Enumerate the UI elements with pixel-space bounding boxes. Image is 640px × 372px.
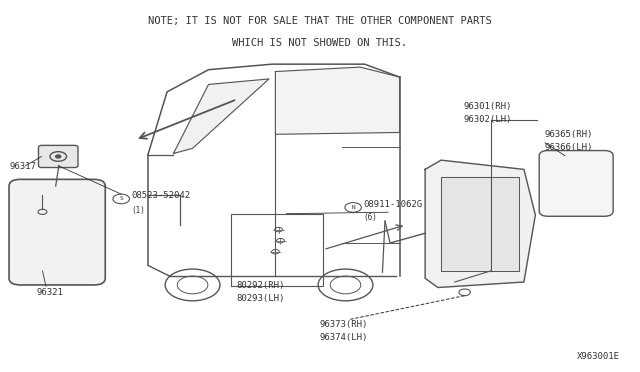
Text: 80293(LH): 80293(LH) xyxy=(236,294,284,303)
Bar xyxy=(231,214,323,286)
Polygon shape xyxy=(425,160,536,288)
FancyBboxPatch shape xyxy=(38,145,78,167)
Text: 96373(RH): 96373(RH) xyxy=(320,320,369,328)
Text: 96317: 96317 xyxy=(9,162,36,171)
Polygon shape xyxy=(441,177,519,271)
Text: X963001E: X963001E xyxy=(577,352,620,361)
Text: 96365(RH): 96365(RH) xyxy=(544,130,593,139)
Text: 96302(LH): 96302(LH) xyxy=(463,115,512,124)
Circle shape xyxy=(56,155,61,158)
Text: NOTE; IT IS NOT FOR SALE THAT THE OTHER COMPONENT PARTS: NOTE; IT IS NOT FOR SALE THAT THE OTHER … xyxy=(148,16,492,26)
Text: (6): (6) xyxy=(364,213,377,222)
Text: 96366(LH): 96366(LH) xyxy=(544,143,593,152)
Text: 08523-52042: 08523-52042 xyxy=(131,191,191,200)
Text: S: S xyxy=(119,196,123,201)
Text: N: N xyxy=(351,205,355,210)
FancyBboxPatch shape xyxy=(540,151,613,216)
FancyBboxPatch shape xyxy=(9,179,105,285)
Text: 08911-1062G: 08911-1062G xyxy=(364,200,422,209)
Text: 96301(RH): 96301(RH) xyxy=(463,102,512,111)
Polygon shape xyxy=(173,79,269,154)
Text: 96374(LH): 96374(LH) xyxy=(320,333,369,341)
Text: 96321: 96321 xyxy=(36,288,63,296)
Polygon shape xyxy=(275,67,399,134)
Text: WHICH IS NOT SHOWED ON THIS.: WHICH IS NOT SHOWED ON THIS. xyxy=(232,38,408,48)
Text: 80292(RH): 80292(RH) xyxy=(236,281,284,290)
Text: (1): (1) xyxy=(131,206,145,215)
